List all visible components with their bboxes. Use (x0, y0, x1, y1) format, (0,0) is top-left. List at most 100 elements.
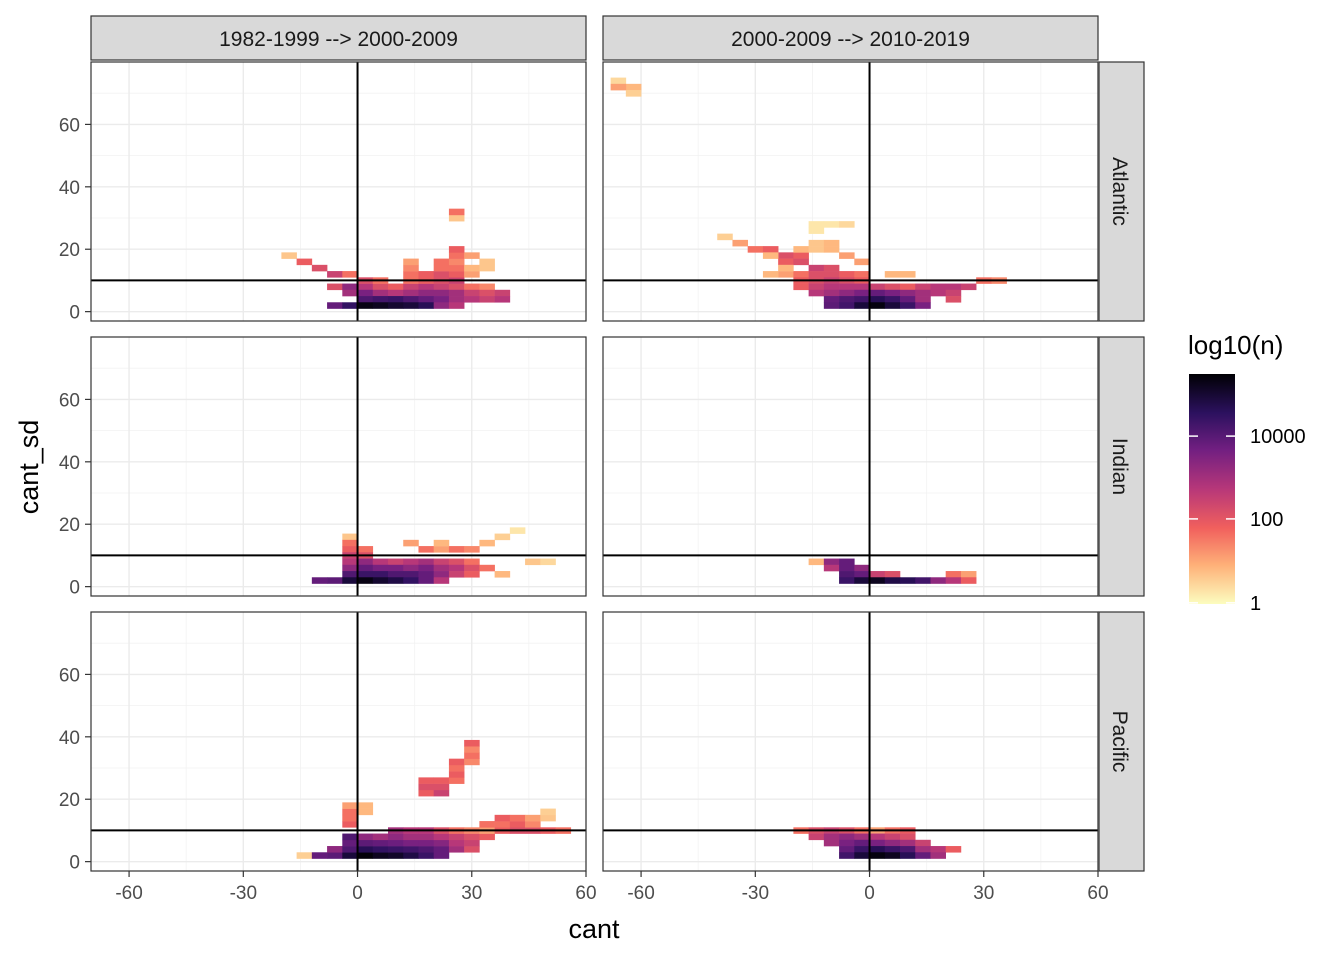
panel-border (602, 61, 1099, 322)
heatmap-tile (342, 302, 358, 309)
heatmap-tile (448, 258, 465, 266)
heatmap-tile (388, 302, 404, 309)
x-tick-label: -60 (115, 883, 142, 904)
heatmap-tile (448, 558, 465, 566)
heatmap-tile (869, 302, 886, 309)
heatmap-tile (900, 271, 916, 278)
heatmap-tile (403, 564, 419, 572)
heatmap-tile (418, 289, 434, 297)
y-tick-label: 40 (59, 728, 80, 749)
heatmap-tile (930, 846, 946, 853)
heatmap-tile (342, 577, 358, 584)
heatmap-tile (418, 296, 434, 303)
heatmap-tile (448, 208, 465, 216)
legend-title: log10(n) (1188, 330, 1283, 360)
heatmap-tile (342, 802, 358, 809)
grid (603, 337, 1099, 596)
heatmap-tile (464, 758, 480, 766)
heatmap-tile (479, 539, 495, 547)
heatmap-tile (869, 283, 886, 291)
heatmap-tile (915, 846, 931, 853)
heatmap-tile (388, 558, 404, 566)
heatmap-tile (433, 846, 450, 853)
heatmap-tile (884, 577, 901, 584)
heatmap-tile (793, 258, 809, 266)
heatmap-tile (464, 564, 480, 572)
heatmap-tile (884, 852, 901, 859)
heatmap-tile (418, 833, 434, 841)
heatmap-tile (448, 833, 465, 841)
y-tick-label: 60 (59, 665, 80, 686)
heatmap-tile (433, 283, 450, 291)
heatmap-tile (915, 302, 931, 309)
heatmap-tile (388, 833, 404, 841)
heatmap-tile (808, 283, 825, 291)
heatmap-tile (854, 283, 870, 291)
heatmap-tile (839, 571, 855, 578)
heatmap-tile (808, 558, 825, 566)
heatmap-tile (839, 296, 855, 303)
heatmap-tile (494, 571, 511, 578)
heatmap-tile (327, 846, 343, 853)
heatmap-tile (403, 289, 419, 297)
heatmap-tile (900, 289, 916, 297)
x-tick-label: -30 (230, 883, 257, 904)
heatmap-tile (915, 852, 931, 859)
heatmap-tile (915, 296, 931, 303)
legend: log10(n) 10000 100 1 (1188, 330, 1306, 615)
heatmap-tile (388, 577, 404, 584)
heatmap-tile (732, 239, 748, 247)
heatmap-tile (540, 808, 556, 816)
heatmap-tile (869, 296, 886, 303)
heatmap-tile (433, 777, 450, 784)
heatmap-tile (372, 577, 389, 584)
heatmap-tile (479, 564, 495, 572)
heatmap-tile (778, 271, 794, 278)
heatmap-tile (808, 239, 825, 247)
heatmap-tile (479, 283, 495, 291)
heatmap-tile (778, 264, 794, 272)
heatmap-tile (403, 283, 419, 291)
heatmap-tile (839, 221, 855, 228)
heatmap-tile (433, 296, 450, 303)
heatmap-tile (464, 846, 480, 853)
heatmap-tile (960, 283, 977, 291)
heatmap-tile (884, 283, 901, 291)
heatmap-tile (448, 764, 465, 772)
heatmap-tile (808, 221, 825, 228)
heatmap-tile (854, 833, 870, 841)
heatmap-tile (945, 577, 962, 584)
heatmap-tile (479, 258, 495, 266)
heatmap-tile (433, 839, 450, 847)
y-tick-label: 0 (69, 578, 80, 599)
heatmap-tile (610, 77, 627, 85)
heatmap-tile (900, 852, 916, 859)
heatmap-tile (509, 821, 526, 828)
y-tick-label: 40 (59, 178, 80, 199)
heatmap-tile (342, 289, 358, 297)
heatmap-tile (342, 852, 358, 859)
heatmap-tile (448, 546, 465, 553)
heatmap-tile (418, 777, 434, 784)
y-tick-label: 20 (59, 240, 80, 261)
heatmap-tile (884, 271, 901, 278)
heatmap-tile (342, 558, 358, 566)
heatmap-tile (839, 283, 855, 291)
heatmap-tile (930, 289, 946, 297)
heatmap-tile (296, 852, 313, 859)
tiles (281, 208, 511, 309)
heatmap-tile (854, 846, 870, 853)
heatmap-tile (762, 246, 779, 253)
heatmap-tile (418, 571, 434, 578)
heatmap-tile (854, 839, 870, 847)
heatmap-tile (372, 283, 389, 291)
heatmap-tile (494, 296, 511, 303)
heatmap-tile (418, 302, 434, 309)
heatmap-tile (433, 833, 450, 841)
heatmap-tile (479, 289, 495, 297)
heatmap-tile (418, 558, 434, 566)
panels: 0 20 40 60 0 20 40 60 0 20 40 60 -60 -30 0 30 60 -60 -30 0 3… (59, 61, 1109, 904)
heatmap-tile (342, 814, 358, 822)
heatmap-tile (884, 289, 901, 297)
